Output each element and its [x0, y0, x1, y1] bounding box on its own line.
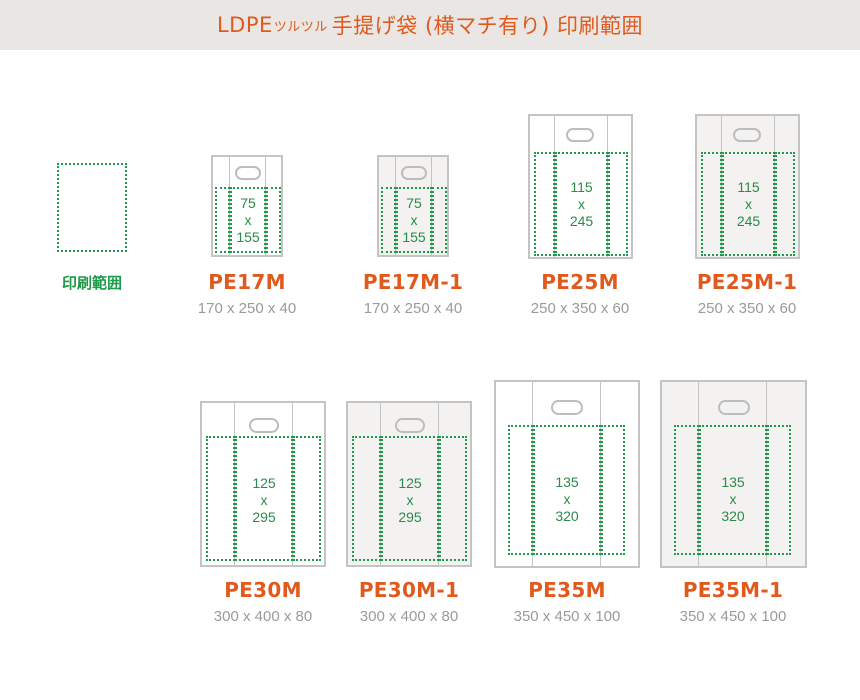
bag-size-pe35m: 350 x 450 x 100: [513, 608, 621, 625]
bag-handle-hole: [235, 166, 261, 180]
model-name-pe25m1: PE25M-1: [696, 270, 798, 294]
model-name-pe30m1: PE30M-1: [358, 578, 460, 602]
print-area: [699, 425, 767, 555]
print-area: [352, 436, 381, 561]
bag-diagram-pe17m1: 75 x 155: [377, 155, 449, 257]
model-name-pe35m1: PE35M-1: [682, 578, 784, 602]
print-area: [293, 436, 321, 561]
print-area: [235, 436, 293, 561]
print-area: [533, 425, 601, 555]
print-area: [230, 187, 266, 253]
bag-diagram-pe30m1: 125 x 295: [346, 401, 472, 567]
print-area: [601, 425, 625, 555]
print-area: [608, 152, 628, 256]
bag-diagram-pe35m: 135 x 320: [494, 380, 640, 568]
header-title-main: 手提げ袋 (横マチ有り) 印刷範囲: [331, 14, 644, 38]
print-area: [722, 152, 775, 256]
header-title-prefix: LDPE: [216, 13, 273, 37]
model-name-pe30m: PE30M: [224, 578, 302, 602]
bag-diagram-pe25m: 115 x 245: [528, 114, 633, 259]
bag-size-pe35m1: 350 x 450 x 100: [679, 608, 787, 625]
print-area: [701, 152, 722, 256]
print-area: [508, 425, 533, 555]
bag-handle-hole: [566, 128, 594, 142]
print-area: [439, 436, 467, 561]
bag-diagram-pe25m1: 115 x 245: [695, 114, 800, 259]
bag-size-pe30m1: 300 x 400 x 80: [359, 608, 459, 625]
bag-size-pe17m1: 170 x 250 x 40: [363, 300, 463, 317]
print-area: [767, 425, 791, 555]
print-area: [432, 187, 447, 253]
model-name-pe17m1: PE17M-1: [362, 270, 464, 294]
bag-diagram-pe30m: 125 x 295: [200, 401, 326, 567]
print-area: [381, 187, 396, 253]
print-area-legend-label: 印刷範囲: [61, 274, 122, 292]
model-name-pe35m: PE35M: [528, 578, 606, 602]
bag-size-pe17m: 170 x 250 x 40: [197, 300, 297, 317]
bag-size-pe25m1: 250 x 350 x 60: [697, 300, 797, 317]
print-area: [555, 152, 608, 256]
print-area-legend-swatch: [57, 163, 127, 252]
bag-size-pe30m: 300 x 400 x 80: [213, 608, 313, 625]
bag-handle-hole: [733, 128, 761, 142]
header-title-small: ツルツル: [273, 19, 328, 35]
bag-size-pe25m: 250 x 350 x 60: [530, 300, 630, 317]
print-dimension-label: 115 x 245: [569, 179, 594, 229]
print-dimension-label: 75 x 155: [236, 195, 260, 245]
print-area: [215, 187, 230, 253]
print-dimension-label: 135 x 320: [721, 474, 745, 524]
bag-handle-hole: [249, 418, 279, 433]
print-area: [396, 187, 432, 253]
print-area: [266, 187, 281, 253]
bag-diagram-pe35m1: 135 x 320: [660, 380, 807, 568]
print-area: [534, 152, 555, 256]
bag-handle-hole: [395, 418, 425, 433]
bag-diagram-pe17m: 75 x 155: [211, 155, 283, 257]
print-dimension-label: 125 x 295: [398, 475, 422, 525]
print-area: [381, 436, 439, 561]
bag-handle-hole: [401, 166, 427, 180]
print-area: [206, 436, 235, 561]
print-dimension-label: 135 x 320: [555, 474, 579, 524]
print-area: [674, 425, 699, 555]
bag-handle-hole: [718, 400, 750, 415]
page-header: LDPE ツルツル 手提げ袋 (横マチ有り) 印刷範囲: [0, 0, 860, 50]
print-dimension-label: 75 x 155: [402, 195, 426, 245]
print-dimension-label: 115 x 245: [736, 179, 761, 229]
model-name-pe17m: PE17M: [208, 270, 286, 294]
model-name-pe25m: PE25M: [541, 270, 619, 294]
print-dimension-label: 125 x 295: [252, 475, 276, 525]
print-area: [775, 152, 795, 256]
bag-handle-hole: [551, 400, 583, 415]
